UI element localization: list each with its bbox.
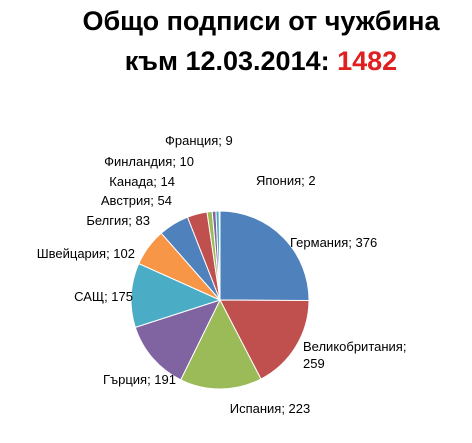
- pie-slice: [180, 298, 262, 390]
- data-label: Швейцария; 102: [36, 246, 135, 261]
- total: 1482: [337, 46, 398, 76]
- data-label: Австрия; 54: [100, 193, 172, 208]
- data-label: Великобритания; 259: [303, 339, 407, 371]
- pie-slice: [130, 262, 222, 328]
- data-label: Белгия; 83: [86, 213, 150, 228]
- data-label: Гърция; 191: [102, 372, 176, 387]
- chart-title: Общо подписи от чужбина: [82, 6, 440, 36]
- pie-slice: [219, 299, 310, 380]
- data-label: Канада; 14: [109, 174, 175, 189]
- data-label: Япония; 2: [256, 173, 316, 188]
- pie-slice: [218, 210, 221, 301]
- data-label: Испания; 223: [229, 401, 311, 416]
- pie-slice: [219, 210, 310, 302]
- data-label: Финландия; 10: [104, 154, 194, 169]
- pie-slice: [134, 299, 221, 381]
- title-text: към 12.03.2014:: [124, 46, 330, 76]
- data-label: Франция; 9: [165, 133, 233, 148]
- data-label: САЩ; 175: [74, 289, 133, 304]
- chart-title: към 12.03.2014: 1482: [0, 46, 472, 77]
- data-label: Германия; 376: [290, 235, 378, 250]
